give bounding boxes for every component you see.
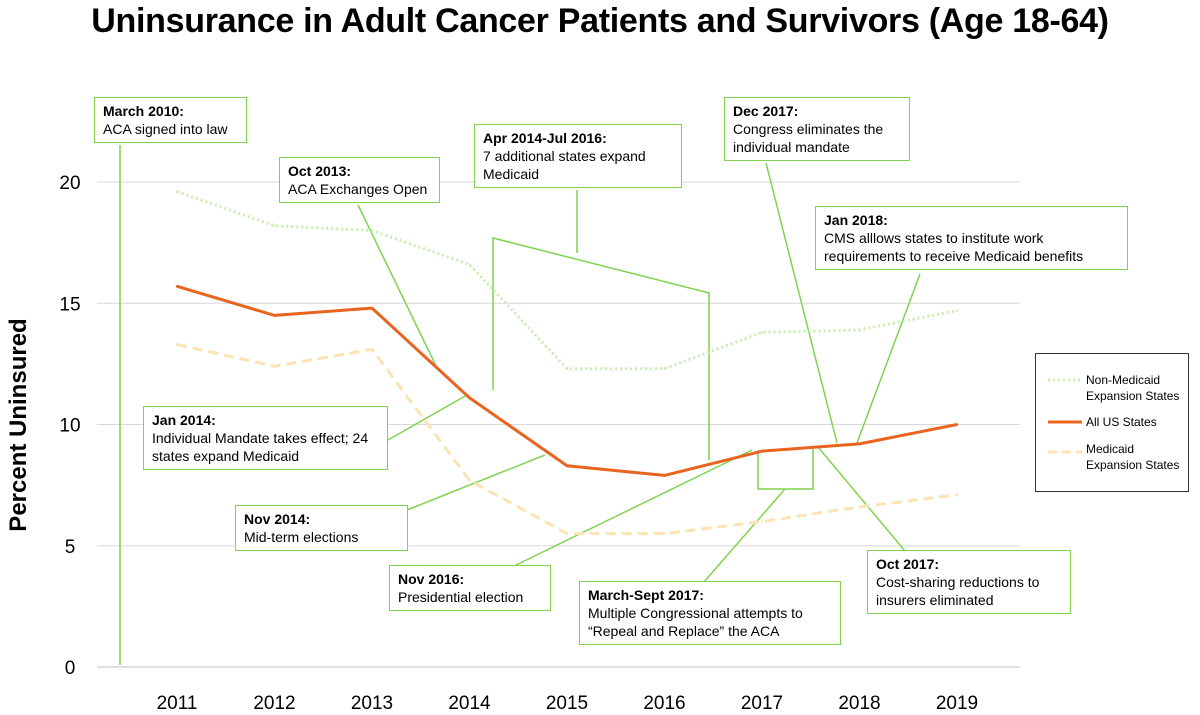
data-point bbox=[565, 367, 569, 370]
x-tick-label: 2011 bbox=[157, 693, 198, 714]
annotation-nov-2016: Nov 2016: Presidential election bbox=[389, 565, 551, 611]
annotation-date: Oct 2017: bbox=[876, 556, 940, 572]
annotation-oct-2013: Oct 2013: ACA Exchanges Open bbox=[279, 157, 440, 203]
data-point bbox=[663, 532, 666, 535]
data-point bbox=[273, 224, 276, 227]
y-tick-labels: 0 5 10 15 20 bbox=[59, 173, 80, 679]
annotation-text: ACA signed into law bbox=[103, 121, 228, 137]
connector-march-sept-2017-stem bbox=[702, 488, 786, 584]
legend-swatches bbox=[1048, 378, 1082, 454]
data-point bbox=[663, 474, 666, 477]
x-tick-label: 2016 bbox=[643, 693, 685, 714]
y-tick-label: 20 bbox=[59, 173, 80, 194]
data-point bbox=[760, 331, 764, 334]
annotation-oct-2017: Oct 2017: Cost-sharing reductions to ins… bbox=[867, 550, 1071, 614]
annotation-march-sept-2017: March-Sept 2017: Multiple Congressional … bbox=[579, 581, 841, 645]
annotation-apr-2014-jul-2016: Apr 2014-Jul 2016: 7 additional states e… bbox=[474, 124, 682, 188]
data-point bbox=[370, 348, 374, 351]
connector-oct-2017 bbox=[817, 446, 906, 552]
annotation-connectors bbox=[119, 145, 921, 665]
annotation-text: Congress eliminates the individual manda… bbox=[733, 121, 884, 155]
data-point bbox=[858, 442, 861, 446]
data-point bbox=[468, 396, 471, 400]
series-lines bbox=[175, 190, 959, 536]
x-tick-label: 2015 bbox=[546, 693, 588, 714]
data-point bbox=[955, 423, 959, 426]
annotation-date: Jan 2018: bbox=[824, 212, 888, 228]
x-tick-label: 2019 bbox=[936, 693, 978, 714]
chart-title: Uninsurance in Adult Cancer Patients and… bbox=[91, 2, 1109, 40]
data-point bbox=[468, 263, 471, 266]
annotation-text: Mid-term elections bbox=[244, 529, 359, 545]
annotation-text: Cost-sharing reductions to insurers elim… bbox=[876, 574, 1040, 608]
annotation-text: 7 additional states expand Medicaid bbox=[483, 148, 646, 182]
x-tick-label: 2018 bbox=[838, 693, 880, 714]
y-axis-label: Percent Uninsured bbox=[5, 318, 32, 531]
annotation-date: Dec 2017: bbox=[733, 103, 799, 119]
data-point bbox=[760, 520, 764, 523]
data-point bbox=[565, 532, 569, 535]
data-point bbox=[955, 309, 959, 312]
data-point bbox=[175, 343, 179, 346]
data-point bbox=[565, 464, 569, 467]
annotation-date: Nov 2014: bbox=[244, 511, 311, 527]
annotation-jan-2018: Jan 2018: CMS alllows states to institut… bbox=[815, 206, 1128, 270]
annotation-date: Apr 2014-Jul 2016: bbox=[483, 130, 607, 146]
data-point bbox=[663, 367, 666, 370]
data-point bbox=[468, 479, 471, 482]
legend-label-all-us: All US States bbox=[1086, 415, 1157, 429]
connector-jan-2018 bbox=[856, 273, 921, 444]
data-point bbox=[273, 314, 276, 317]
annotation-nov-2014: Nov 2014: Mid-term elections bbox=[235, 505, 408, 551]
annotation-date: Jan 2014: bbox=[152, 412, 216, 428]
annotation-march-2010: March 2010: ACA signed into law bbox=[94, 97, 247, 143]
legend: Non-Medicaid Expansion States All US Sta… bbox=[1035, 353, 1189, 492]
annotation-dec-2017: Dec 2017: Congress eliminates the indivi… bbox=[724, 97, 910, 161]
connector-oct-2013 bbox=[357, 204, 439, 371]
x-tick-label: 2013 bbox=[351, 693, 393, 714]
annotation-text: CMS alllows states to institute work req… bbox=[824, 230, 1084, 264]
data-point bbox=[858, 505, 861, 509]
data-point bbox=[858, 328, 861, 332]
annotation-text: Individual Mandate takes effect; 24 stat… bbox=[152, 430, 369, 464]
connector-dec-2017 bbox=[765, 162, 838, 444]
data-point bbox=[273, 365, 276, 368]
connector-nov-2016 bbox=[511, 449, 753, 568]
data-point bbox=[370, 306, 374, 310]
connector-jan-2014 bbox=[387, 394, 468, 441]
annotation-date: Oct 2013: bbox=[288, 163, 352, 179]
data-point bbox=[760, 449, 764, 453]
connector-apr-2014-jul-2016 bbox=[492, 237, 710, 460]
legend-label-non-medicaid: Non-Medicaid Expansion States bbox=[1086, 373, 1180, 403]
data-point bbox=[370, 229, 374, 232]
y-tick-label: 15 bbox=[59, 294, 80, 315]
y-tick-label: 0 bbox=[65, 658, 76, 679]
annotation-jan-2014: Jan 2014: Individual Mandate takes effec… bbox=[143, 406, 388, 470]
y-tick-label: 5 bbox=[65, 537, 76, 558]
x-tick-label: 2014 bbox=[448, 693, 491, 714]
annotation-text: Multiple Congressional attempts to “Repe… bbox=[588, 605, 803, 639]
y-tick-label: 10 bbox=[59, 416, 80, 437]
annotation-date: March 2010: bbox=[103, 103, 184, 119]
connector-march-sept-2017 bbox=[757, 447, 814, 490]
data-point bbox=[175, 285, 179, 288]
annotation-text: Presidential election bbox=[398, 589, 524, 605]
x-tick-label: 2017 bbox=[741, 693, 783, 714]
annotation-text: ACA Exchanges Open bbox=[288, 181, 428, 197]
data-point bbox=[955, 493, 959, 497]
data-point bbox=[175, 190, 179, 193]
x-tick-labels: 2011 2012 2013 2014 2015 2016 2017 2018 2019 bbox=[157, 693, 979, 714]
annotation-date: Nov 2016: bbox=[398, 571, 465, 587]
annotation-date: March-Sept 2017: bbox=[588, 587, 704, 603]
legend-label-medicaid: Medicaid Expansion States bbox=[1086, 442, 1180, 472]
x-tick-label: 2012 bbox=[253, 693, 295, 714]
